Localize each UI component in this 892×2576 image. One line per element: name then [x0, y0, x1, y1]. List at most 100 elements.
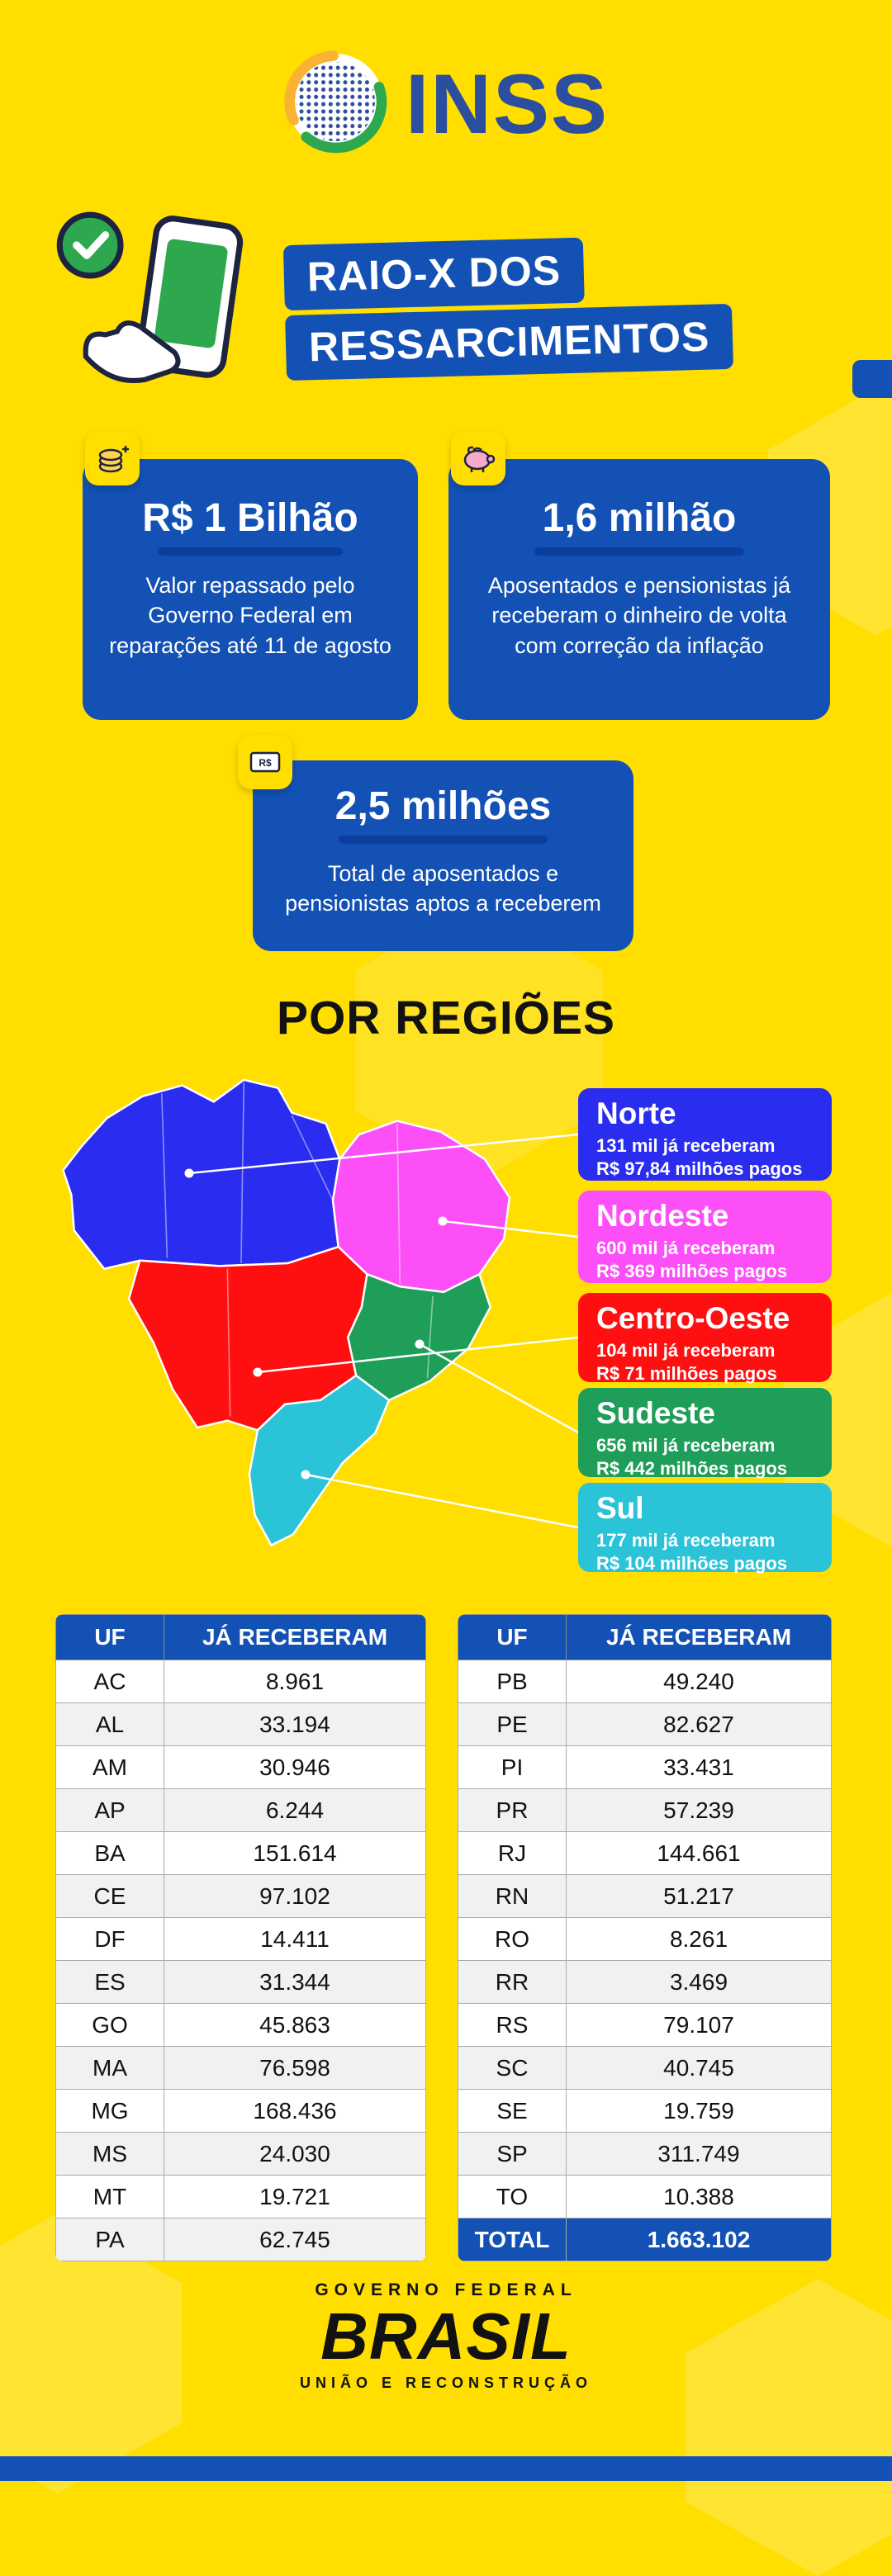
value-cell: 6.244 — [164, 1788, 426, 1832]
title-underline — [338, 835, 548, 844]
piggy-bank-icon — [451, 431, 505, 485]
table-row: AP 6.244 — [55, 1788, 426, 1832]
table-row: TO 10.388 — [458, 2175, 832, 2218]
table-row: MT 19.721 — [55, 2175, 426, 2218]
table-row: DF 14.411 — [55, 1917, 426, 1961]
table-row: MS 24.030 — [55, 2132, 426, 2176]
value-cell: 10.388 — [566, 2175, 832, 2218]
uf-cell: PA — [55, 2218, 164, 2261]
uf-cell: RN — [458, 1874, 567, 1918]
map-region-sudeste — [346, 1272, 492, 1402]
region-paid: R$ 369 milhões pagos — [596, 1261, 788, 1282]
uf-cell: PB — [458, 1660, 567, 1703]
phone-check-icon — [51, 208, 266, 390]
uf-cell: CE — [55, 1874, 164, 1918]
value-cell: 40.745 — [566, 2046, 832, 2090]
value-cell: 24.030 — [164, 2132, 426, 2176]
bottom-accent-bar — [0, 2456, 892, 2481]
stat-description: Total de aposentados e pensionistas apto… — [285, 860, 601, 916]
value-cell: 168.436 — [164, 2089, 426, 2133]
region-received: 131 mil já receberam — [596, 1134, 776, 1156]
title-underline — [158, 547, 343, 556]
value-cell: 79.107 — [566, 2003, 832, 2047]
stat-card-ja-receberam: 1,6 milhão Aposentados e pensionistas já… — [448, 459, 830, 720]
table-row: SC 40.745 — [458, 2046, 832, 2090]
table-row: RS 79.107 — [458, 2003, 832, 2047]
table-row: RJ 144.661 — [458, 1831, 832, 1875]
uf-cell: PE — [458, 1702, 567, 1746]
inss-logo: INSS — [0, 50, 892, 158]
value-cell: 33.431 — [566, 1745, 832, 1789]
uf-cell: TO — [458, 2175, 567, 2218]
table-row: RO 8.261 — [458, 1917, 832, 1961]
total-value: 1.663.102 — [566, 2218, 832, 2261]
region-paid: R$ 71 milhões pagos — [596, 1363, 777, 1385]
region-name: Centro-Oeste — [596, 1301, 790, 1335]
uf-cell: AC — [55, 1660, 164, 1703]
uf-cell: PI — [458, 1745, 567, 1789]
regions-map-section: Norte 131 mil já receberam R$ 97,84 milh… — [0, 1047, 892, 1593]
table-row: ES 31.344 — [55, 1960, 426, 2004]
total-row: TOTAL 1.663.102 — [458, 2218, 832, 2261]
value-cell: 151.614 — [164, 1831, 426, 1875]
table-row: SP 311.749 — [458, 2132, 832, 2176]
region-card-centro-oeste: Centro-Oeste 104 mil já receberam R$ 71 … — [578, 1293, 832, 1384]
map-connector-lines — [184, 1133, 579, 1529]
page-title-line2: RESSARCIMENTOS — [285, 303, 734, 381]
value-cell: 51.217 — [566, 1874, 832, 1918]
uf-table-right: UF JÁ RECEBERAM PB 49.240 PE 82.627 PI 33.431… — [458, 1614, 832, 2261]
map-region-sul — [248, 1374, 391, 1547]
side-accent-strip — [852, 360, 892, 398]
coins-icon — [85, 431, 140, 485]
region-paid: R$ 104 milhões pagos — [596, 1553, 788, 1574]
table-row: PB 49.240 — [458, 1660, 832, 1703]
regions-heading: POR REGIÕES — [276, 992, 616, 1044]
footer: GOVERNO FEDERAL BRASIL UNIÃO E RECONSTRU… — [0, 2280, 892, 2392]
value-cell: 49.240 — [566, 1660, 832, 1703]
value-cell: 31.344 — [164, 1960, 426, 2004]
brazil-map — [62, 1078, 511, 1547]
region-received: 177 mil já receberam — [596, 1529, 776, 1551]
value-cell: 76.598 — [164, 2046, 426, 2090]
region-name: Sul — [596, 1491, 644, 1525]
stat-value: 1,6 milhão — [542, 496, 737, 540]
uf-cell: RS — [458, 2003, 567, 2047]
stat-description: Aposentados e pensionistas já receberam … — [487, 572, 791, 658]
uf-cell: RR — [458, 1960, 567, 2004]
region-name: Norte — [596, 1096, 676, 1130]
uf-cell: PR — [458, 1788, 567, 1832]
region-card-sudeste: Sudeste 656 mil já receberam R$ 442 milh… — [578, 1388, 832, 1479]
table-row: GO 45.863 — [55, 2003, 426, 2047]
value-cell: 97.102 — [164, 1874, 426, 1918]
stat-card-aptos: 2,5 milhões Total de aposentados e pensi… — [253, 760, 633, 951]
inss-logo-text: INSS — [405, 56, 610, 151]
region-card-sul: Sul 177 mil já receberam R$ 104 milhões … — [578, 1483, 832, 1574]
uf-cell: SE — [458, 2089, 567, 2133]
svg-text:R$: R$ — [259, 757, 272, 769]
page-title: RAIO-X DOS RESSARCIMENTOS — [282, 234, 734, 386]
value-cell: 57.239 — [566, 1788, 832, 1832]
table-row: AC 8.961 — [55, 1660, 426, 1703]
total-label: TOTAL — [458, 2218, 567, 2261]
table-row: SE 19.759 — [458, 2089, 832, 2133]
table-header-row: UF JÁ RECEBERAM — [55, 1614, 426, 1660]
value-cell: 144.661 — [566, 1831, 832, 1875]
value-cell: 8.961 — [164, 1660, 426, 1703]
region-received: 600 mil já receberam — [596, 1237, 776, 1258]
table-row: AL 33.194 — [55, 1702, 426, 1746]
infographic-page: INSS RAIO-X DOS RESSARCIMENTOS — [0, 50, 892, 2576]
uf-cell: BA — [55, 1831, 164, 1875]
value-cell: 3.469 — [566, 1960, 832, 2004]
region-paid: R$ 97,84 milhões pagos — [596, 1158, 803, 1180]
table-row: MG 168.436 — [55, 2089, 426, 2133]
table-row: RN 51.217 — [458, 1874, 832, 1918]
region-card-norte: Norte 131 mil já receberam R$ 97,84 milh… — [578, 1088, 832, 1181]
value-cell: 19.721 — [164, 2175, 426, 2218]
value-cell: 19.759 — [566, 2089, 832, 2133]
stat-value: 2,5 milhões — [334, 784, 552, 828]
title-underline — [534, 547, 745, 556]
stat-description: Valor repassado pelo Governo Federal em … — [109, 572, 391, 658]
uf-cell: RJ — [458, 1831, 567, 1875]
uf-cell: DF — [55, 1917, 164, 1961]
brasil-logo: BRASIL — [320, 2299, 572, 2373]
